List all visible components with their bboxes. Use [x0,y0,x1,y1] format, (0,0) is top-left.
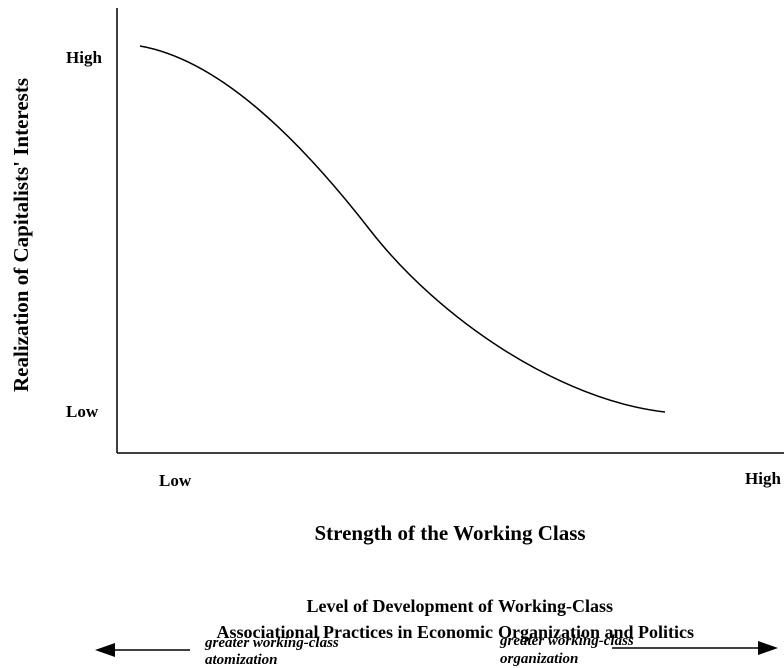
right-arrow-text-2: organization [500,651,578,667]
y-axis-label: Realization of Capitalists' Interests [9,78,33,392]
x-low: Low [159,471,192,490]
x-high: High [745,469,781,488]
left-arrow-text-1: greater working-class [204,635,339,651]
lower-left-2: Associational Practices in Economic [217,622,493,642]
left-arrowhead [95,643,115,657]
right-arrowhead [758,641,778,655]
lower-right-2: Organization and Politics [498,622,694,642]
x-axis-label: Strength of the Working Class [314,521,585,545]
lower-left-1: Level of Development of [307,596,494,616]
curve [139,45,666,413]
y-high: High [66,48,102,67]
left-arrow-text-2: atomization [205,652,278,668]
right-arrow-text-1: greater working-class [499,633,634,649]
lower-right-1: Working-Class [498,596,613,616]
y-low: Low [66,402,99,421]
